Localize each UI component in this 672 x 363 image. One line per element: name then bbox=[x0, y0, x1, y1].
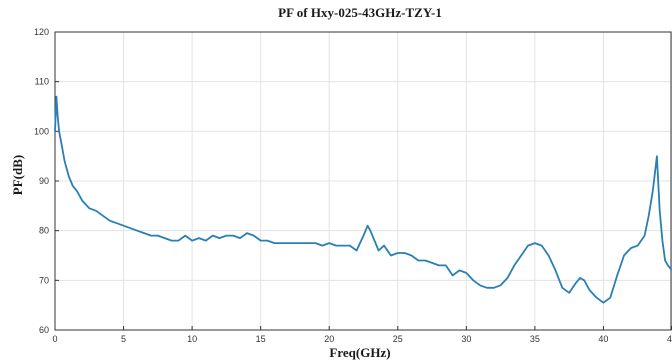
x-tick-label: 25 bbox=[393, 334, 403, 344]
x-tick-label: 35 bbox=[530, 334, 540, 344]
x-axis-ticks: 0 5 10 15 20 25 30 35 40 45 bbox=[52, 326, 672, 344]
y-tick-label: 100 bbox=[34, 126, 49, 136]
chart-title: PF of Hxy-025-43GHz-TZY-1 bbox=[278, 5, 442, 20]
series-line-0 bbox=[54, 95, 672, 304]
y-tick-label: 60 bbox=[39, 325, 49, 335]
y-tick-label: 90 bbox=[39, 176, 49, 186]
x-tick-label: 45 bbox=[667, 334, 672, 344]
y-tick-label: 120 bbox=[34, 27, 49, 37]
series-layer bbox=[54, 95, 672, 304]
x-tick-label: 40 bbox=[598, 334, 608, 344]
x-tick-label: 0 bbox=[52, 334, 57, 344]
x-tick-label: 10 bbox=[187, 334, 197, 344]
x-tick-label: 15 bbox=[256, 334, 266, 344]
x-axis-label: Freq(GHz) bbox=[329, 345, 390, 360]
y-axis-label: PF(dB) bbox=[10, 155, 25, 195]
y-tick-label: 70 bbox=[39, 275, 49, 285]
y-tick-label: 110 bbox=[35, 77, 49, 87]
x-tick-label: 30 bbox=[461, 334, 471, 344]
x-tick-label: 20 bbox=[324, 334, 334, 344]
y-tick-label: 80 bbox=[39, 226, 49, 236]
x-tick-label: 5 bbox=[121, 334, 126, 344]
